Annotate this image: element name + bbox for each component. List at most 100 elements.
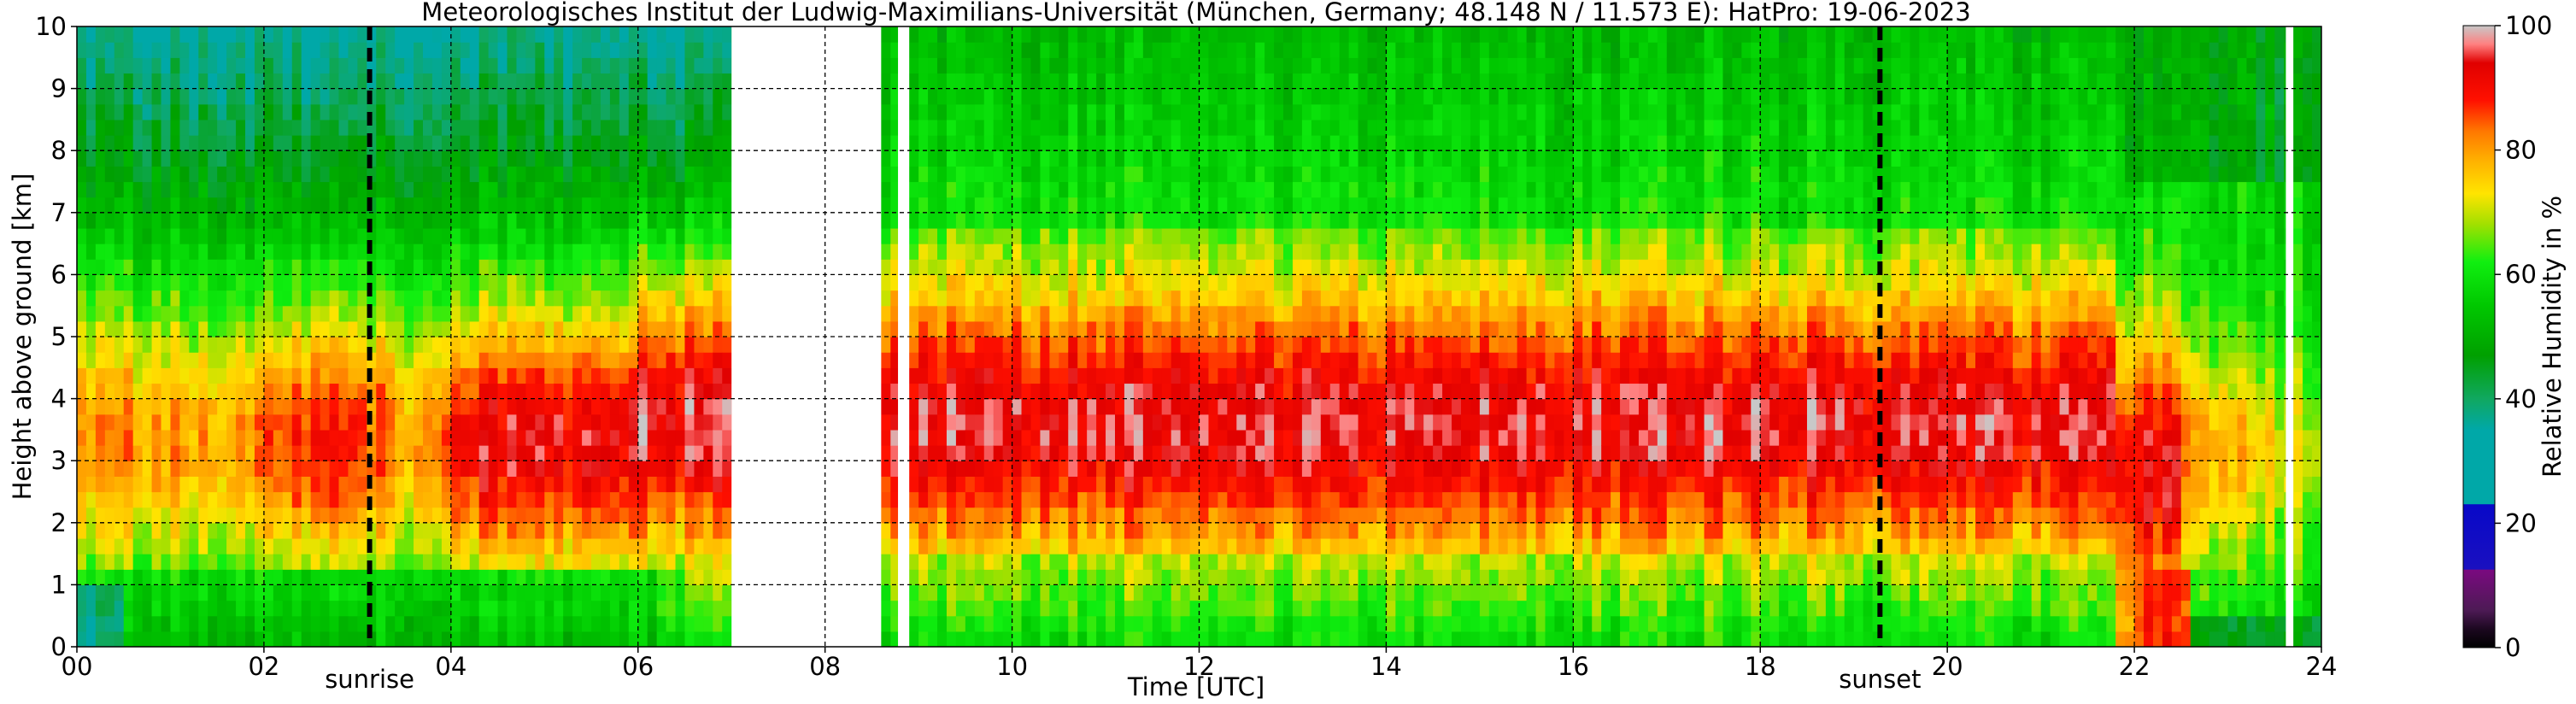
heatmap-cell — [189, 42, 199, 58]
heatmap-cell — [460, 227, 471, 244]
heatmap-cell — [1161, 398, 1172, 415]
heatmap-cell — [469, 584, 480, 601]
heatmap-cell — [423, 243, 433, 260]
heatmap-cell — [460, 57, 471, 74]
heatmap-cell — [666, 337, 677, 353]
heatmap-cell — [554, 166, 564, 183]
heatmap-cell — [385, 445, 396, 461]
heatmap-cell — [329, 73, 340, 90]
heatmap-cell — [628, 320, 639, 337]
heatmap-cell — [226, 461, 237, 477]
heatmap-cell — [619, 57, 630, 74]
heatmap-cell — [675, 197, 686, 214]
heatmap-cell — [320, 522, 331, 539]
heatmap-cell — [236, 554, 246, 570]
heatmap-cell — [273, 57, 284, 74]
heatmap-cell — [881, 507, 891, 524]
heatmap-cell — [95, 243, 106, 260]
heatmap-cell — [722, 243, 732, 260]
heatmap-cell — [1002, 88, 1013, 105]
heatmap-cell — [955, 337, 966, 353]
heatmap-cell — [1218, 522, 1228, 539]
heatmap-cell — [338, 243, 349, 260]
heatmap-cell — [928, 476, 938, 493]
heatmap-cell — [582, 135, 592, 151]
heatmap-cell — [1218, 42, 1228, 58]
heatmap-cell — [376, 243, 386, 260]
heatmap-cell — [507, 445, 518, 461]
heatmap-cell — [1189, 290, 1200, 307]
heatmap-cell — [1218, 166, 1228, 183]
heatmap-cell — [1096, 584, 1106, 601]
heatmap-cell — [1059, 227, 1069, 244]
heatmap-cell — [1096, 398, 1106, 415]
heatmap-cell — [357, 631, 367, 647]
heatmap-cell — [1040, 73, 1050, 90]
heatmap-cell — [310, 554, 321, 570]
heatmap-cell — [497, 337, 508, 353]
heatmap-cell — [1236, 274, 1247, 291]
heatmap-cell — [582, 554, 592, 570]
heatmap-cell — [385, 429, 396, 446]
heatmap-cell — [554, 383, 564, 400]
heatmap-cell — [993, 491, 1004, 508]
heatmap-cell — [600, 414, 611, 431]
heatmap-cell — [273, 522, 284, 539]
heatmap-cell — [507, 491, 518, 508]
heatmap-cell — [329, 429, 340, 446]
heatmap-cell — [628, 135, 639, 151]
heatmap-cell — [273, 615, 284, 632]
heatmap-cell — [1040, 429, 1050, 446]
heatmap-cell — [301, 537, 312, 554]
heatmap-cell — [460, 274, 471, 291]
heatmap-cell — [77, 398, 87, 415]
heatmap-cell — [338, 615, 349, 632]
heatmap-cell — [600, 197, 611, 214]
heatmap-cell — [123, 352, 134, 368]
heatmap-cell — [132, 259, 144, 275]
heatmap-cell — [282, 631, 293, 647]
heatmap-cell — [946, 73, 957, 90]
heatmap-cell — [198, 600, 208, 617]
heatmap-cell — [1208, 554, 1218, 570]
heatmap-cell — [189, 274, 199, 291]
heatmap-cell — [1161, 135, 1172, 151]
heatmap-cell — [1049, 135, 1059, 151]
heatmap-cell — [1106, 569, 1116, 585]
heatmap-cell — [1002, 227, 1013, 244]
heatmap-cell — [965, 166, 976, 183]
heatmap-cell — [282, 305, 293, 322]
heatmap-cell — [722, 554, 732, 570]
heatmap-cell — [77, 119, 87, 136]
heatmap-cell — [1096, 414, 1106, 431]
heatmap-cell — [544, 507, 555, 524]
heatmap-cell — [414, 537, 424, 554]
heatmap-cell — [647, 320, 658, 337]
heatmap-cell — [1161, 274, 1172, 291]
heatmap-cell — [1040, 166, 1050, 183]
heatmap-cell — [1152, 522, 1163, 539]
heatmap-cell — [441, 537, 452, 554]
heatmap-cell — [600, 135, 611, 151]
heatmap-cell — [993, 569, 1004, 585]
heatmap-cell — [198, 119, 208, 136]
heatmap-cell — [95, 166, 106, 183]
heatmap-cell — [965, 569, 976, 585]
heatmap-cell — [1106, 150, 1116, 167]
heatmap-cell — [1124, 507, 1135, 524]
heatmap-cell — [1114, 119, 1125, 136]
heatmap-cell — [918, 305, 929, 322]
heatmap-cell — [647, 337, 658, 353]
heatmap-cell — [161, 554, 172, 570]
heatmap-cell — [1142, 522, 1153, 539]
heatmap-cell — [1040, 243, 1050, 260]
heatmap-cell — [1171, 212, 1182, 229]
heatmap-cell — [1021, 584, 1032, 601]
heatmap-cell — [161, 119, 172, 136]
heatmap-cell — [1030, 615, 1042, 632]
heatmap-cell — [507, 584, 518, 601]
heatmap-cell — [1077, 57, 1088, 74]
heatmap-cell — [217, 491, 227, 508]
heatmap-cell — [1040, 290, 1050, 307]
heatmap-cell — [132, 135, 144, 151]
